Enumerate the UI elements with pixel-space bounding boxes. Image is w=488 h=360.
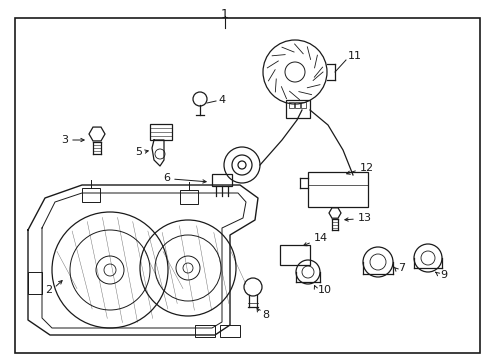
Text: 10: 10 [317, 285, 331, 295]
Text: 3: 3 [61, 135, 68, 145]
Text: 2: 2 [45, 285, 52, 295]
Text: 5: 5 [135, 147, 142, 157]
Text: 9: 9 [439, 270, 446, 280]
Bar [150, 124, 172, 140]
Bar [280, 245, 309, 265]
Bar [301, 102, 305, 108]
Bar [285, 100, 309, 118]
Text: 4: 4 [218, 95, 224, 105]
Bar [288, 102, 293, 108]
Text: 1: 1 [221, 8, 228, 21]
Text: 12: 12 [359, 163, 373, 173]
Bar [212, 174, 231, 186]
Bar [220, 325, 240, 337]
Text: 6: 6 [163, 173, 170, 183]
Text: 13: 13 [357, 213, 371, 223]
Bar [294, 102, 299, 108]
Bar [180, 190, 198, 204]
Text: 14: 14 [313, 233, 327, 243]
Text: 11: 11 [347, 51, 361, 61]
Bar [195, 325, 215, 337]
Text: 8: 8 [262, 310, 268, 320]
Text: 7: 7 [397, 263, 404, 273]
Bar [82, 188, 100, 202]
Bar [307, 172, 367, 207]
Bar [28, 272, 42, 294]
